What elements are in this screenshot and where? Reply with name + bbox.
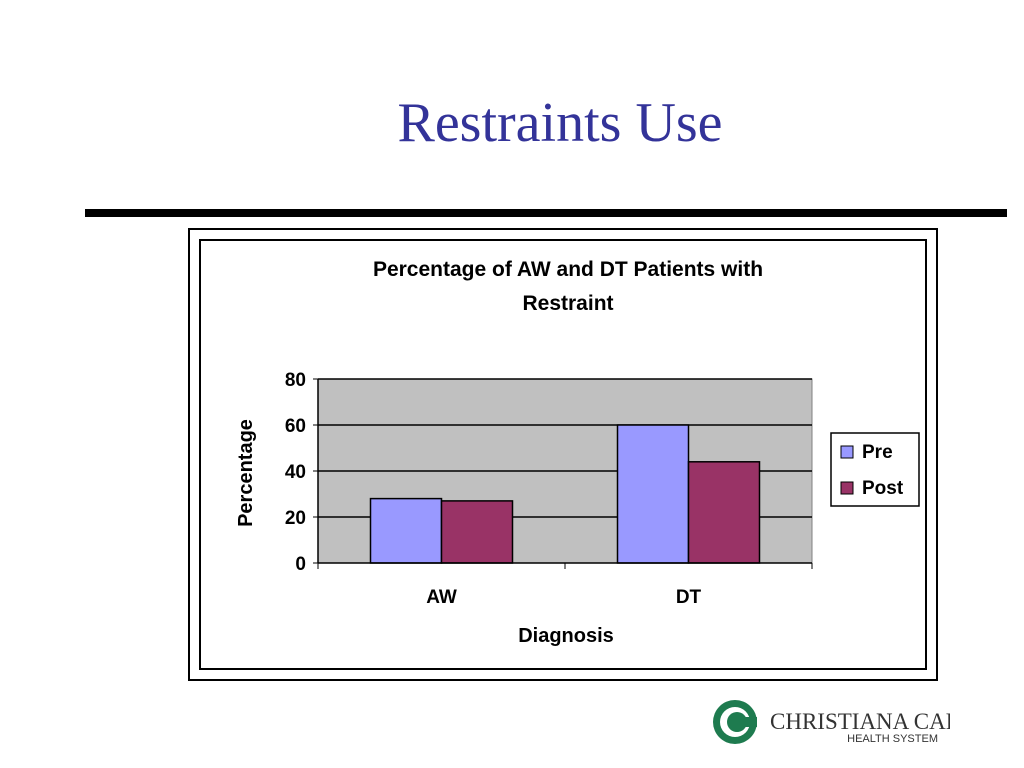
legend-label-post: Post xyxy=(862,478,904,499)
chart-inner-border xyxy=(199,239,927,670)
bar-pre-dt xyxy=(616,424,690,564)
bars xyxy=(369,424,761,564)
tick-labels: 0 20 40 60 80 AW DT xyxy=(285,370,702,608)
legend-swatch-pre xyxy=(840,445,854,459)
legend-swatch-post xyxy=(840,481,854,495)
bar-chart: Percentage of AW and DT Patients with Re… xyxy=(235,258,920,647)
y-tick-label-80: 80 xyxy=(285,370,306,391)
bar-post-dt xyxy=(687,461,761,564)
x-axis-label: Diagnosis xyxy=(518,625,614,647)
axes xyxy=(313,378,813,569)
x-tick-label-aw: AW xyxy=(426,587,457,608)
y-tick-label-20: 20 xyxy=(285,508,306,529)
y-axis-label: Percentage xyxy=(235,419,257,527)
bar-pre-aw xyxy=(369,497,443,564)
y-tick-label-60: 60 xyxy=(285,416,306,437)
x-tick-label-dt: DT xyxy=(676,587,702,608)
chart-frame: Percentage of AW and DT Patients with Re… xyxy=(188,228,938,681)
logo-mark-icon xyxy=(713,700,757,744)
logo-name-line2: HEALTH SYSTEM xyxy=(847,733,938,745)
legend-label-pre: Pre xyxy=(862,442,893,463)
logo-name-line1: CHRISTIANA CARE xyxy=(770,709,950,734)
title-divider xyxy=(85,209,1007,217)
y-tick-label-40: 40 xyxy=(285,462,306,483)
legend: Pre Post xyxy=(830,432,920,507)
y-tick-label-0: 0 xyxy=(295,554,306,575)
bar-post-aw xyxy=(440,500,514,564)
chart-title-line2: Restraint xyxy=(522,292,613,315)
christiana-care-logo: CHRISTIANA CARE HEALTH SYSTEM xyxy=(713,700,950,745)
slide-title: Restraints Use xyxy=(397,92,723,154)
chart-title-line1: Percentage of AW and DT Patients with xyxy=(373,258,763,281)
